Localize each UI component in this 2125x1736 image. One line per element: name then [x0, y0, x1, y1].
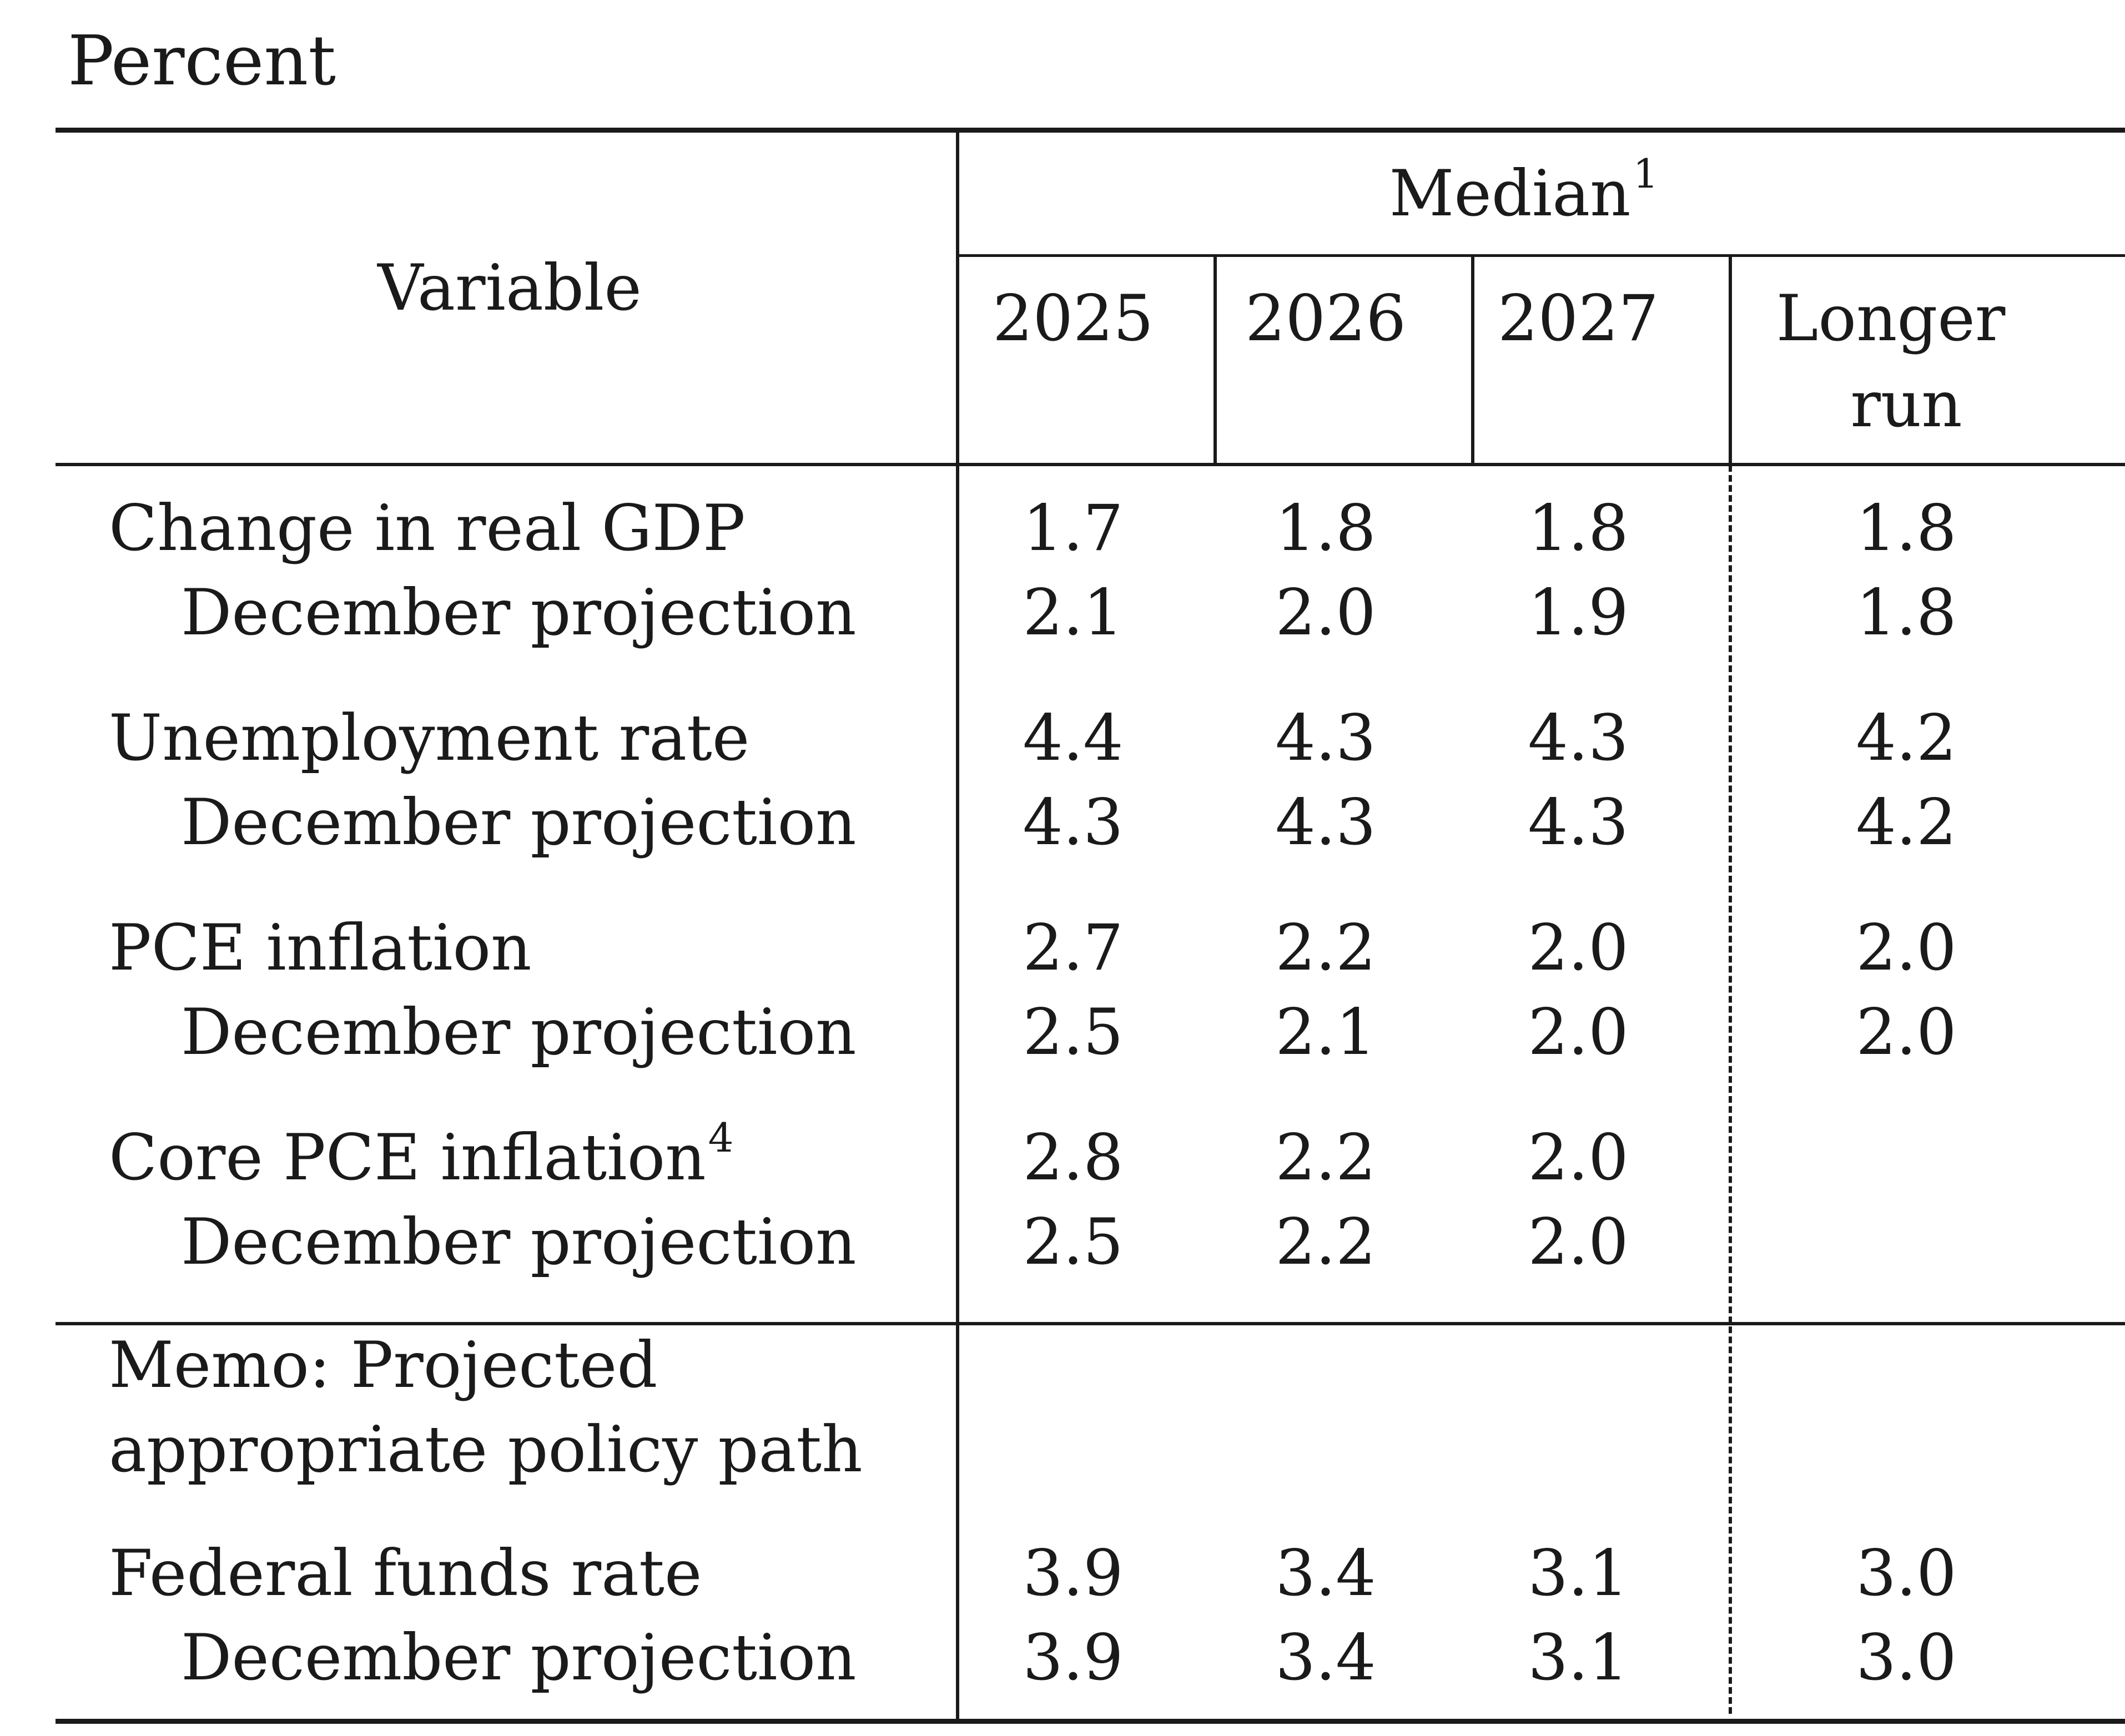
year-2026-divider	[1471, 256, 1474, 465]
projection-value-cell: 2.0	[1528, 911, 1629, 985]
memo-value-cell: 3.9	[1023, 1536, 1124, 1610]
projection-value-cell: 1.8	[1856, 576, 1957, 649]
projection-value-cell: 2.7	[1023, 911, 1124, 985]
memo-line2: appropriate policy path	[109, 1412, 863, 1486]
projection-value-cell: 4.3	[1528, 785, 1629, 859]
longer-run-divider	[1729, 256, 1732, 465]
projection-value-cell: 4.4	[1023, 701, 1124, 775]
projection-row-label: December projection	[181, 1001, 857, 1064]
projection-value-cell: 2.1	[1023, 576, 1124, 649]
projection-row-label-text: December projection	[181, 576, 857, 649]
projection-row-label: Unemployment rate	[109, 706, 749, 770]
projection-value-cell: 2.2	[1275, 1121, 1376, 1194]
projection-row-label-text: December projection	[181, 1205, 857, 1279]
projection-row-label: Core PCE inflation4	[109, 1118, 733, 1189]
median-underline	[957, 254, 2125, 257]
header-median: Median1	[1389, 150, 1659, 230]
projection-value-cell: 4.3	[1023, 785, 1124, 859]
memo-separator-rule	[56, 1322, 2125, 1325]
projection-row-label-text: PCE inflation	[109, 911, 532, 985]
projection-value-cell: 4.3	[1275, 785, 1376, 859]
projection-value-cell: 2.0	[1528, 1205, 1629, 1279]
projection-value-cell: 2.0	[1856, 911, 1957, 985]
projection-value-cell: 1.8	[1528, 491, 1629, 565]
projection-row-label-text: Core PCE inflation	[109, 1121, 706, 1194]
projection-row-label: PCE inflation	[109, 916, 532, 980]
projection-value-cell: 2.0	[1528, 1121, 1629, 1194]
projection-row-label-text: Unemployment rate	[109, 701, 750, 775]
year-2025-divider	[1213, 256, 1217, 465]
longer-run-dashed-divider	[1729, 465, 1732, 1714]
projection-value-cell: 1.7	[1023, 491, 1124, 565]
memo-value-cell: 3.0	[1856, 1536, 1957, 1610]
projection-value-cell: 4.3	[1528, 701, 1629, 775]
projection-value-cell: 2.0	[1528, 995, 1629, 1069]
projection-value-cell: 1.9	[1528, 576, 1629, 649]
header-variable: Variable	[377, 251, 642, 325]
header-year-2027: 2027	[1497, 281, 1659, 355]
memo-value-cell: 3.4	[1275, 1621, 1376, 1694]
projection-value-cell: 2.2	[1275, 1205, 1376, 1279]
projection-row-label-text: December projection	[181, 785, 857, 859]
memo-row-label: Federal funds rate	[109, 1542, 702, 1605]
memo-value-cell: 3.4	[1275, 1536, 1376, 1610]
projection-value-cell: 2.5	[1023, 1205, 1124, 1279]
projection-value-cell: 2.0	[1275, 576, 1376, 649]
header-year-2025: 2025	[992, 281, 1154, 355]
memo-line1: Memo: Projected	[109, 1328, 658, 1402]
memo-row-label: December projection	[181, 1626, 857, 1689]
memo-value-cell: 3.0	[1856, 1621, 1957, 1694]
table-bottom-rule	[56, 1719, 2125, 1724]
memo-value-cell: 3.1	[1528, 1536, 1629, 1610]
projection-value-cell: 1.8	[1275, 491, 1376, 565]
memo-value-cell: 3.9	[1023, 1621, 1124, 1694]
projection-value-cell: 4.3	[1275, 701, 1376, 775]
projection-row-label-text: December projection	[181, 995, 857, 1069]
memo-value-cell: 3.1	[1528, 1621, 1629, 1694]
memo-row-label-text: December projection	[181, 1621, 857, 1694]
projection-row-label: December projection	[181, 1210, 857, 1274]
projection-value-cell: 4.2	[1856, 785, 1957, 859]
projection-value-cell: 2.8	[1023, 1121, 1124, 1194]
projection-row-label: December projection	[181, 791, 857, 854]
projection-value-cell: 4.2	[1856, 701, 1957, 775]
footnote-marker: 4	[708, 1114, 734, 1161]
projection-row-label: December projection	[181, 581, 857, 644]
median-footnote-marker: 1	[1633, 150, 1659, 197]
unit-label: Percent	[68, 21, 336, 101]
header-longer-run-line2: run	[1850, 367, 1962, 441]
memo-row-label-text: Federal funds rate	[109, 1536, 702, 1610]
projection-row-label: Change in real GDP	[109, 497, 746, 560]
header-bottom-rule	[56, 463, 2125, 466]
projection-value-cell: 2.2	[1275, 911, 1376, 985]
variable-column-divider	[956, 131, 959, 1722]
projection-value-cell: 1.8	[1856, 491, 1957, 565]
projection-row-label-text: Change in real GDP	[109, 491, 746, 565]
header-longer-run-line1: Longer	[1776, 281, 2006, 355]
header-year-2026: 2026	[1245, 281, 1407, 355]
projection-value-cell: 2.5	[1023, 995, 1124, 1069]
projection-value-cell: 2.0	[1856, 995, 1957, 1069]
table-top-rule	[56, 128, 2125, 133]
projection-value-cell: 2.1	[1275, 995, 1376, 1069]
